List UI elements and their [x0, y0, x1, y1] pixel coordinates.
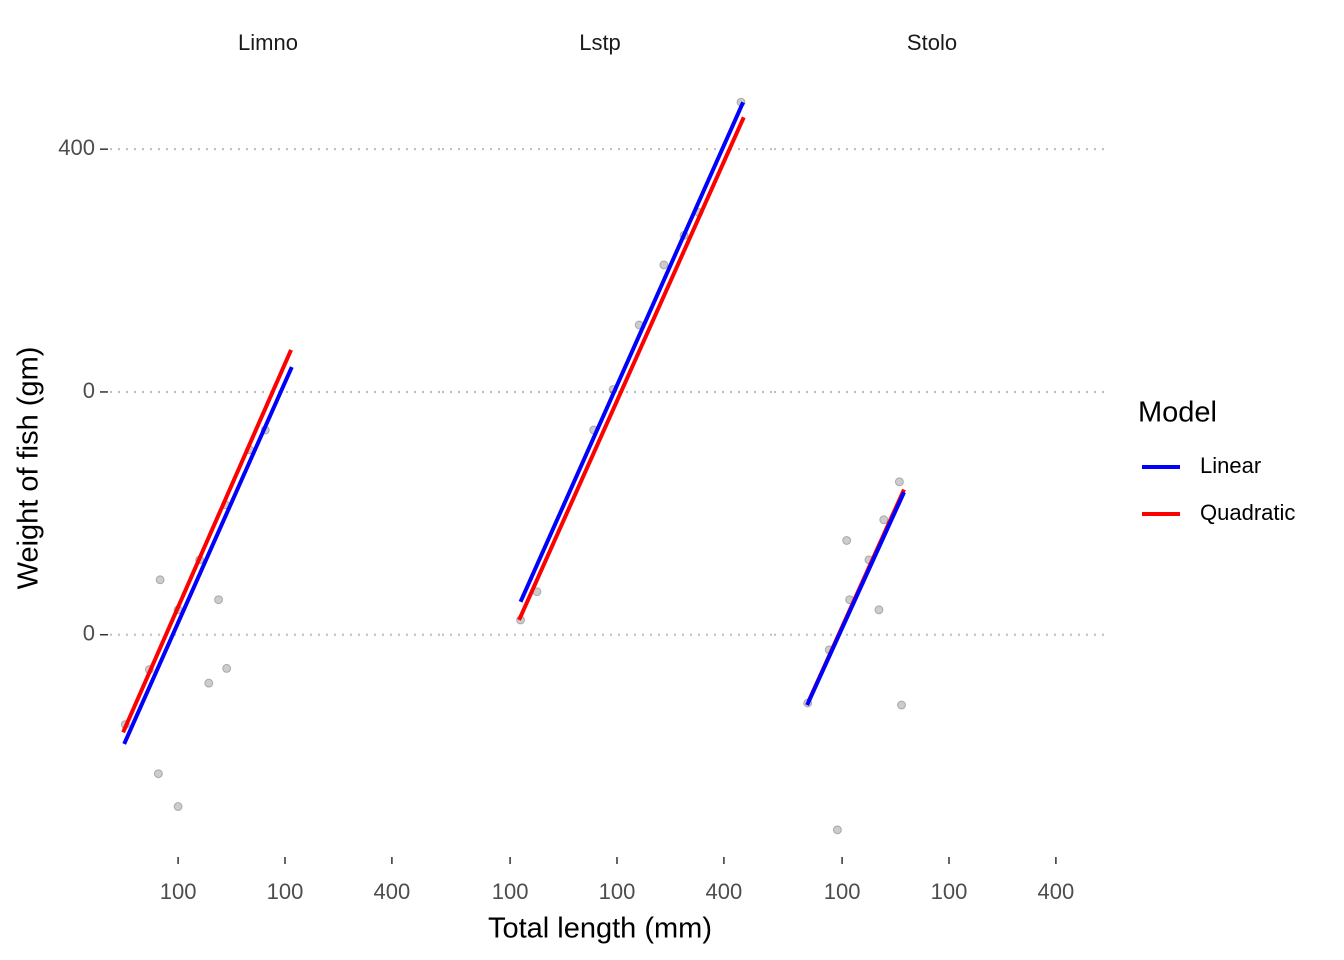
- data-point: [155, 575, 165, 585]
- x-axis-title: Total length (mm): [488, 913, 712, 945]
- facet-title: Limno: [238, 30, 298, 55]
- fit-line: [121, 349, 293, 734]
- legend-label: Linear: [1200, 453, 1261, 478]
- y-tick-label: 400: [58, 135, 95, 160]
- legend-label: Quadratic: [1200, 500, 1295, 525]
- data-point: [879, 515, 889, 525]
- legend-title: Model: [1138, 397, 1217, 429]
- y-tick-label: 0: [83, 621, 95, 646]
- data-point: [897, 700, 907, 710]
- data-point: [173, 802, 183, 812]
- data-point: [842, 535, 852, 545]
- x-tick-label: 100: [492, 879, 529, 904]
- data-point: [204, 678, 214, 688]
- x-tick-label: 100: [599, 879, 636, 904]
- data-point: [832, 825, 842, 835]
- data-point: [153, 769, 163, 779]
- x-tick-label: 100: [931, 879, 968, 904]
- fit-line: [122, 366, 294, 745]
- data-point: [659, 260, 669, 270]
- fit-line: [517, 116, 746, 621]
- x-tick-label: 400: [1038, 879, 1075, 904]
- data-point: [874, 605, 884, 615]
- data-point: [214, 595, 224, 605]
- data-point: [222, 663, 232, 673]
- x-tick-label: 100: [824, 879, 861, 904]
- x-tick-label: 400: [374, 879, 411, 904]
- data-point: [894, 477, 904, 487]
- facet-title: Lstp: [579, 30, 621, 55]
- x-tick-label: 400: [706, 879, 743, 904]
- y-axis-title: Weight of fish (gm): [13, 347, 45, 590]
- y-tick-label: 0: [83, 378, 95, 403]
- facet-title: Stolo: [907, 30, 957, 55]
- x-tick-label: 100: [160, 879, 197, 904]
- fit-line: [805, 491, 906, 706]
- fit-line: [518, 101, 745, 603]
- x-tick-label: 100: [267, 879, 304, 904]
